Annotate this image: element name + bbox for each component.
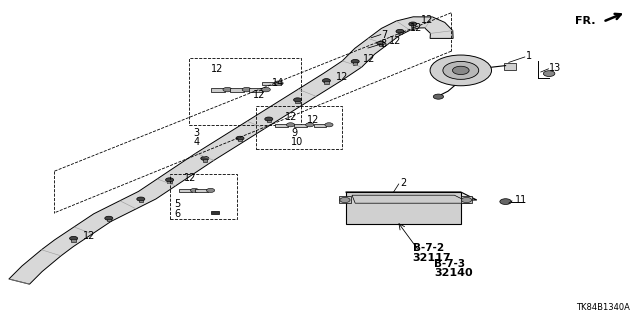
Text: FR.: FR.	[575, 16, 595, 26]
Circle shape	[323, 79, 330, 83]
Bar	[168, 180, 172, 183]
Bar	[256, 106, 342, 149]
Circle shape	[242, 87, 251, 92]
Bar	[339, 196, 351, 203]
Bar	[211, 211, 219, 214]
Bar	[211, 88, 225, 92]
Circle shape	[105, 216, 113, 220]
Text: 12: 12	[184, 172, 196, 183]
Circle shape	[70, 236, 77, 240]
Circle shape	[461, 197, 472, 203]
Circle shape	[443, 61, 479, 79]
Text: 7: 7	[381, 29, 387, 40]
Text: 1: 1	[526, 51, 532, 61]
Bar	[314, 124, 326, 127]
Bar	[346, 192, 461, 224]
Text: 12: 12	[336, 72, 348, 82]
Bar	[139, 200, 143, 202]
Bar	[411, 25, 415, 27]
Circle shape	[433, 94, 444, 99]
Text: 5: 5	[174, 199, 180, 209]
Bar	[249, 88, 263, 92]
Bar	[202, 159, 207, 162]
Circle shape	[396, 29, 404, 33]
Bar	[72, 239, 76, 242]
Text: 9: 9	[291, 128, 298, 138]
Text: 14: 14	[272, 77, 284, 88]
Bar	[275, 124, 288, 127]
Circle shape	[430, 55, 492, 86]
Polygon shape	[346, 192, 477, 200]
Circle shape	[543, 71, 555, 76]
Bar	[267, 120, 271, 122]
Bar	[379, 44, 383, 46]
Text: 10: 10	[291, 137, 303, 148]
Text: 12: 12	[389, 36, 401, 46]
Bar	[238, 139, 243, 141]
Bar	[179, 189, 192, 192]
Bar	[170, 174, 237, 219]
Circle shape	[325, 123, 333, 127]
Circle shape	[409, 22, 417, 26]
Bar	[195, 189, 208, 192]
Circle shape	[166, 178, 173, 182]
Text: 12: 12	[285, 112, 297, 122]
Text: 32140: 32140	[434, 268, 472, 278]
Text: 32117: 32117	[413, 252, 451, 263]
Bar	[296, 100, 300, 103]
Text: B-7-2: B-7-2	[413, 243, 444, 253]
Bar	[106, 219, 111, 221]
Text: 11: 11	[515, 195, 527, 205]
Polygon shape	[352, 195, 470, 203]
Bar	[398, 32, 403, 35]
Circle shape	[201, 156, 209, 160]
Text: 12: 12	[363, 54, 375, 64]
Circle shape	[377, 41, 385, 45]
Circle shape	[452, 66, 469, 75]
Circle shape	[265, 117, 273, 121]
Circle shape	[223, 87, 232, 92]
Circle shape	[274, 81, 283, 85]
Circle shape	[287, 123, 294, 127]
Text: 8: 8	[381, 39, 387, 49]
Circle shape	[294, 98, 301, 102]
Polygon shape	[9, 17, 453, 284]
Text: 12: 12	[253, 90, 265, 100]
Bar	[504, 63, 516, 70]
Text: 12: 12	[307, 115, 319, 125]
Text: B-7-3: B-7-3	[434, 259, 465, 269]
Circle shape	[236, 136, 244, 140]
Text: 12: 12	[83, 231, 95, 241]
Bar	[230, 88, 244, 92]
Bar	[461, 196, 472, 203]
Text: 13: 13	[548, 63, 561, 73]
Bar	[189, 58, 301, 125]
Circle shape	[340, 197, 350, 203]
Text: 2: 2	[400, 178, 406, 188]
Circle shape	[137, 197, 145, 201]
Bar	[294, 124, 307, 127]
Circle shape	[207, 188, 214, 192]
Circle shape	[191, 188, 198, 192]
Circle shape	[351, 60, 359, 63]
Bar	[353, 62, 358, 65]
Bar	[324, 81, 329, 84]
Circle shape	[306, 123, 314, 127]
Text: 12: 12	[421, 15, 433, 25]
Circle shape	[500, 199, 511, 204]
Text: 12: 12	[410, 23, 422, 33]
Text: 3: 3	[193, 128, 200, 138]
Text: 4: 4	[193, 137, 200, 148]
Text: 12: 12	[211, 64, 223, 74]
Circle shape	[261, 87, 270, 92]
Bar	[262, 82, 276, 85]
Text: 6: 6	[174, 209, 180, 219]
Text: TK84B1340A: TK84B1340A	[577, 303, 630, 312]
